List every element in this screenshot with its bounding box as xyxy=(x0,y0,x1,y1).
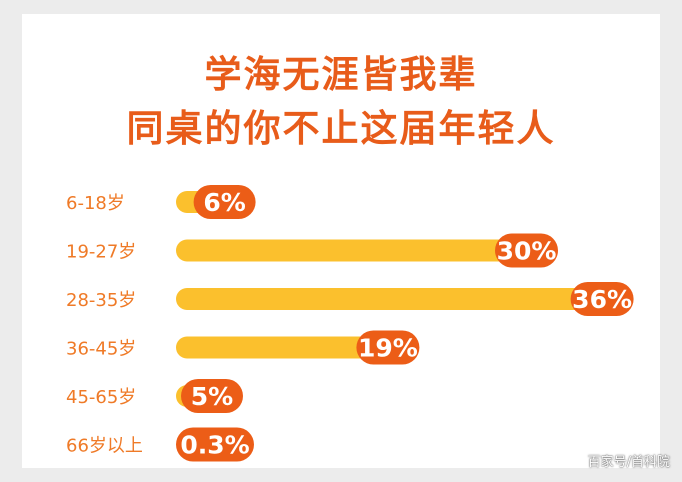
value-label: 19% xyxy=(358,334,418,363)
chart-title-line-1: 学海无涯皆我辈 xyxy=(204,53,478,96)
value-pill xyxy=(193,185,256,219)
chart-title-line-2: 同桌的你不止这届年轻人 xyxy=(126,107,556,150)
bar-row: 28-35岁 36% xyxy=(66,282,634,316)
bar-row: 19-27岁 30% xyxy=(66,233,558,268)
watermark: 百家号/首科院 xyxy=(587,455,670,470)
bar-row: 6-18岁 6% xyxy=(66,185,256,219)
bar-row: 36-45岁 19% xyxy=(66,330,420,365)
category-label: 6-18岁 xyxy=(66,193,125,214)
value-label: 5% xyxy=(191,382,233,411)
bar xyxy=(176,336,416,359)
value-label: 0.3% xyxy=(180,431,249,460)
value-label: 30% xyxy=(497,237,557,266)
value-pill xyxy=(356,330,420,365)
value-label: 6% xyxy=(203,188,245,217)
value-pill xyxy=(181,379,243,413)
category-label: 19-27岁 xyxy=(66,242,136,263)
category-label: 66岁以上 xyxy=(66,436,143,457)
value-pill xyxy=(495,233,558,268)
category-label: 28-35岁 xyxy=(66,290,136,311)
bar-row: 66岁以上 0.3% xyxy=(66,427,254,462)
bar-row: 45-65岁 5% xyxy=(66,379,243,413)
bar xyxy=(176,239,554,262)
bar xyxy=(176,288,630,310)
category-label: 36-45岁 xyxy=(66,339,136,360)
category-label: 45-65岁 xyxy=(66,387,136,408)
value-pill xyxy=(176,427,254,462)
value-pill xyxy=(570,282,634,316)
value-label: 36% xyxy=(572,285,632,314)
